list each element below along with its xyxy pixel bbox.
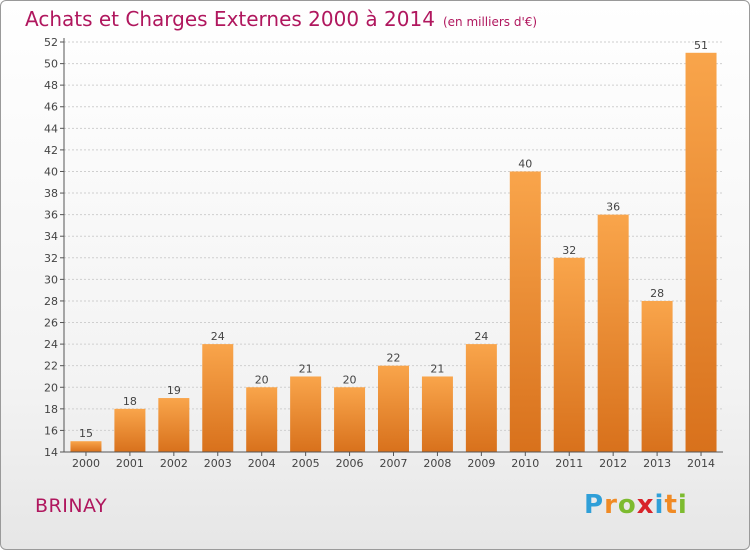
x-tick-label: 2000 <box>72 457 100 470</box>
x-tick-label: 2014 <box>687 457 715 470</box>
proxiti-logo: Proxiti <box>584 490 688 520</box>
bar <box>553 257 585 452</box>
logo-letter: i <box>677 490 688 520</box>
y-tick-label: 46 <box>44 101 58 114</box>
bar-value-label: 24 <box>474 330 488 343</box>
bar-value-label: 20 <box>255 373 269 386</box>
x-tick-label: 2001 <box>116 457 144 470</box>
bar <box>509 171 541 452</box>
bar <box>202 344 234 452</box>
y-tick-label: 36 <box>44 209 58 222</box>
y-tick-label: 14 <box>44 446 58 459</box>
x-tick-label: 2010 <box>511 457 539 470</box>
logo-letter: t <box>664 490 678 520</box>
y-tick-label: 26 <box>44 317 58 330</box>
x-tick-label: 2005 <box>292 457 320 470</box>
logo-letter: i <box>654 490 665 520</box>
bar-value-label: 21 <box>430 362 444 375</box>
chart-title-block: Achats et Charges Externes 2000 à 2014 (e… <box>25 7 537 31</box>
x-tick-label: 2004 <box>248 457 276 470</box>
bar-value-label: 21 <box>299 362 313 375</box>
y-tick-label: 18 <box>44 403 58 416</box>
chart-title: Achats et Charges Externes 2000 à 2014 <box>25 7 435 31</box>
logo-letter: x <box>636 490 655 520</box>
y-tick-label: 34 <box>44 230 58 243</box>
x-tick-label: 2009 <box>467 457 495 470</box>
y-tick-label: 28 <box>44 295 58 308</box>
bar-value-label: 40 <box>518 157 532 170</box>
y-tick-label: 52 <box>44 36 58 49</box>
bar-value-label: 36 <box>606 201 620 214</box>
bar <box>290 376 322 452</box>
x-tick-label: 2008 <box>423 457 451 470</box>
bar <box>246 387 278 452</box>
x-tick-label: 2007 <box>380 457 408 470</box>
labels: 14 16 18 20 22 24 26 28 30 32 34 36 38 40 42 44 46 48 50 52… <box>44 36 715 470</box>
x-tick-label: 2003 <box>204 457 232 470</box>
y-tick-label: 44 <box>44 122 58 135</box>
bar-value-label: 32 <box>562 244 576 257</box>
y-tick-label: 32 <box>44 252 58 265</box>
logo-letter: r <box>604 490 618 520</box>
bar <box>597 214 629 452</box>
chart-subtitle: (en milliers d'€) <box>442 15 538 29</box>
bars <box>70 52 717 452</box>
x-tick-label: 2006 <box>336 457 364 470</box>
y-tick-label: 16 <box>44 424 58 437</box>
bar-value-label: 15 <box>79 427 93 440</box>
bar <box>114 408 146 452</box>
bar-value-label: 20 <box>343 373 357 386</box>
commune-name: BRINAY <box>35 495 108 517</box>
bar <box>421 376 453 452</box>
x-tick-label: 2011 <box>555 457 583 470</box>
bar-value-label: 18 <box>123 395 137 408</box>
bar-value-label: 19 <box>167 384 181 397</box>
bar <box>158 398 190 452</box>
bar-chart: 14 16 18 20 22 24 26 28 30 32 34 36 38 40 42 44 46 48 50 52… <box>44 36 723 470</box>
axes <box>60 38 723 456</box>
bar <box>685 52 717 452</box>
logo-letter: o <box>617 490 637 520</box>
bar-value-label: 24 <box>211 330 225 343</box>
x-tick-label: 2002 <box>160 457 188 470</box>
y-tick-label: 50 <box>44 58 58 71</box>
bar <box>70 441 102 452</box>
bar <box>334 387 366 452</box>
bar-value-label: 51 <box>694 39 708 52</box>
bar <box>641 300 673 452</box>
y-tick-label: 24 <box>44 338 58 351</box>
y-tick-label: 30 <box>44 273 58 286</box>
y-tick-label: 48 <box>44 79 58 92</box>
y-tick-label: 40 <box>44 165 58 178</box>
logo-letter: P <box>584 490 605 520</box>
bar-value-label: 28 <box>650 287 664 300</box>
y-tick-label: 38 <box>44 187 58 200</box>
x-tick-label: 2013 <box>643 457 671 470</box>
y-tick-label: 22 <box>44 360 58 373</box>
x-tick-label: 2012 <box>599 457 627 470</box>
y-tick-label: 42 <box>44 144 58 157</box>
y-tick-label: 20 <box>44 381 58 394</box>
bar <box>378 365 409 452</box>
bar <box>465 344 497 452</box>
bar-value-label: 22 <box>387 352 401 365</box>
